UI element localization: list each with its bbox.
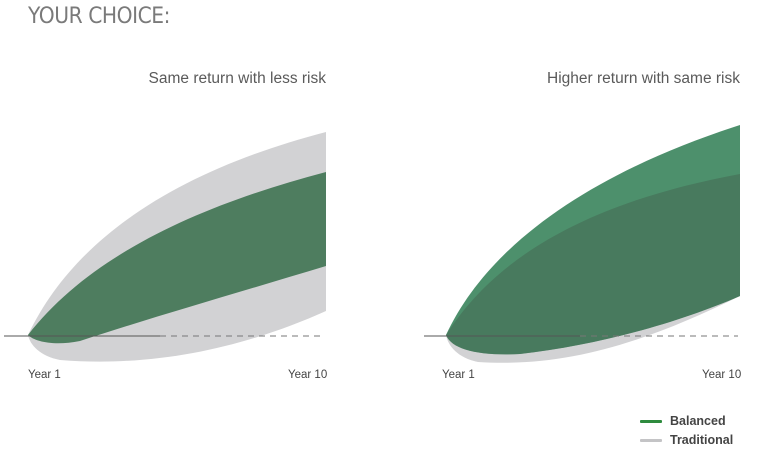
right-x-label-start: Year 1 bbox=[442, 369, 475, 381]
legend-swatch-traditional bbox=[640, 438, 662, 442]
legend-item-balanced: Balanced bbox=[640, 412, 733, 430]
left-balanced-band bbox=[28, 172, 326, 344]
left-x-label-end: Year 10 bbox=[288, 369, 328, 381]
legend-label-traditional: Traditional bbox=[670, 433, 734, 447]
left-chart-title: Same return with less risk bbox=[148, 70, 326, 87]
legend: Balanced Traditional bbox=[640, 412, 733, 450]
left-chart bbox=[4, 132, 326, 362]
right-chart bbox=[424, 125, 740, 363]
legend-item-traditional: Traditional bbox=[640, 431, 733, 449]
right-overlap-region bbox=[446, 174, 740, 355]
page-heading: YOUR CHOICE: bbox=[28, 4, 170, 29]
right-x-label-end: Year 10 bbox=[702, 369, 742, 381]
legend-label-balanced: Balanced bbox=[670, 414, 726, 428]
legend-swatch-balanced bbox=[640, 419, 662, 423]
right-chart-title: Higher return with same risk bbox=[547, 70, 740, 87]
left-x-label-start: Year 1 bbox=[28, 369, 61, 381]
